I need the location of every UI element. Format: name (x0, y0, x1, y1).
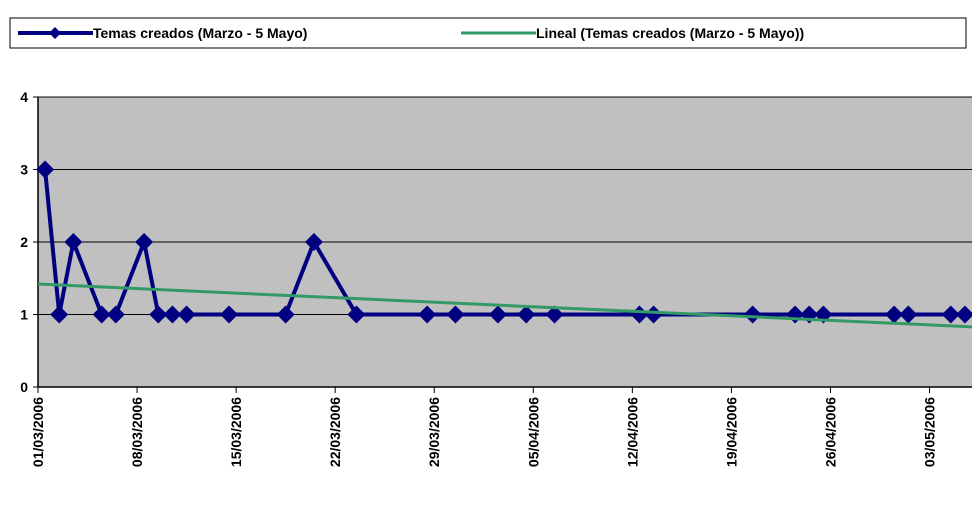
y-tick-label: 4 (20, 89, 28, 105)
trend-line (37, 282, 972, 329)
marker (517, 305, 536, 324)
marker (941, 305, 960, 324)
x-tick-label: 12/04/2006 (624, 397, 640, 467)
x-tick-label: 22/03/2006 (327, 397, 343, 467)
legend-label: Temas creados (Marzo - 5 Mayo) (93, 25, 307, 41)
x-tick-label: 03/05/2006 (922, 397, 938, 467)
legend-marker (49, 27, 61, 39)
marker (36, 160, 55, 179)
y-tick-label: 2 (20, 234, 28, 250)
x-tick-label: 26/04/2006 (822, 397, 838, 467)
marker (545, 305, 564, 324)
x-tick-label: 29/03/2006 (426, 397, 442, 467)
marker (149, 305, 168, 324)
marker (64, 233, 83, 251)
marker (446, 305, 465, 324)
legend-label: Lineal (Temas creados (Marzo - 5 Mayo)) (536, 25, 804, 41)
marker (743, 305, 762, 324)
x-tick-label: 05/04/2006 (525, 397, 541, 467)
x-tick-label: 19/04/2006 (723, 397, 739, 467)
marker (177, 305, 196, 324)
marker (955, 305, 972, 324)
marker (304, 233, 323, 251)
marker (347, 305, 366, 324)
marker (92, 305, 111, 324)
marker (885, 305, 904, 324)
marker (276, 305, 295, 324)
marker (50, 305, 69, 324)
x-tick-label: 15/03/2006 (228, 397, 244, 467)
marker (488, 305, 507, 324)
marker (220, 305, 239, 324)
marker (135, 233, 154, 251)
y-tick-label: 1 (20, 307, 28, 323)
marker (163, 305, 182, 324)
marker (899, 305, 918, 324)
x-tick-label: 01/03/2006 (30, 397, 46, 467)
marker (644, 305, 663, 324)
x-tick-label: 08/03/2006 (129, 397, 145, 467)
y-tick-label: 3 (20, 162, 28, 178)
marker (418, 305, 437, 324)
y-tick-label: 0 (20, 379, 28, 395)
marker (106, 305, 125, 324)
